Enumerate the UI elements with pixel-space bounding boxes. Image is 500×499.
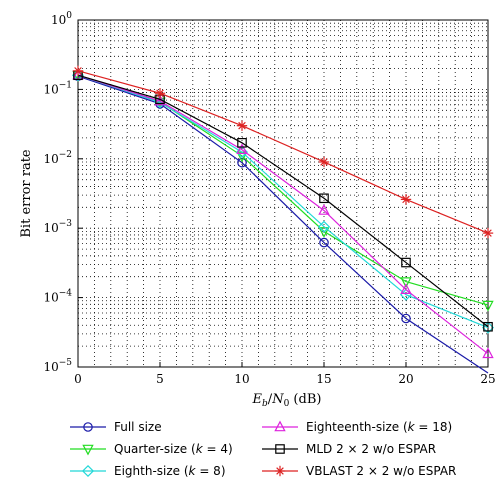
y-tick-label: 10−2 (43, 150, 72, 166)
series-line (77, 74, 489, 355)
data-point (318, 203, 330, 215)
legend-entry: VBLAST 2 × 2 w/o ESPAR (262, 464, 456, 478)
legend-marker (275, 444, 285, 454)
x-label-e: E (252, 392, 263, 407)
data-point (72, 65, 84, 77)
legend-entry: Quarter-size (k = 4) (70, 442, 233, 456)
legend-marker (274, 420, 286, 432)
grid-lines (78, 20, 488, 367)
data-point (237, 157, 247, 168)
data-point (237, 138, 247, 148)
y-axis-label-group: Bit error rate (19, 149, 34, 238)
data-point (482, 347, 494, 359)
x-label-unit: (dB) (289, 392, 321, 407)
x-tick-label: 20 (398, 372, 413, 386)
legend-entry: Eighteenth-size (k = 18) (262, 420, 452, 434)
legend-marker (83, 422, 93, 432)
y-tick-label: 10−3 (43, 219, 72, 235)
legend-entry: MLD 2 × 2 w/o ESPAR (262, 442, 436, 456)
legend-label: MLD 2 × 2 w/o ESPAR (306, 442, 436, 456)
series-line (77, 75, 489, 374)
data-point (401, 313, 411, 324)
legend-label: Eighteenth-size (k = 18) (306, 420, 452, 434)
series-3 (72, 68, 494, 359)
legend-label: Eighth-size (k = 8) (114, 464, 226, 478)
data-point (318, 227, 330, 238)
series-2 (71, 69, 495, 334)
data-point (401, 257, 411, 268)
y-tick-label: 10−1 (43, 80, 72, 96)
legend-label: Full size (114, 420, 162, 434)
x-tick-label: 10 (234, 372, 249, 386)
x-label-slash: / (268, 392, 273, 407)
legend-entry: Eighth-size (k = 8) (70, 464, 226, 478)
series-group (71, 65, 495, 374)
data-point (319, 237, 329, 248)
data-point (318, 156, 330, 168)
data-point (483, 321, 493, 332)
data-point (400, 277, 412, 289)
data-point (400, 283, 412, 294)
data-point (400, 194, 412, 205)
legend-label: Quarter-size (k = 4) (114, 442, 233, 456)
data-point (154, 88, 166, 99)
plot-frame (77, 19, 489, 368)
legend-marker (274, 465, 286, 477)
legend-label: VBLAST 2 × 2 w/o ESPAR (306, 464, 456, 478)
series-line (77, 70, 489, 234)
x-tick-label: 5 (156, 372, 164, 386)
series-5 (72, 65, 494, 239)
data-point (236, 143, 248, 155)
legend: Full size Eighteenth-size (k = 18) Quarter… (70, 420, 456, 478)
y-tick-label: 100 (51, 11, 72, 27)
x-axis-label: Eb/N0 (dB) (252, 392, 322, 409)
legend-marker (81, 464, 95, 478)
y-axis-label: Bit error rate (19, 149, 34, 238)
data-point (319, 193, 329, 204)
series-line (77, 74, 489, 328)
legend-marker (82, 444, 94, 456)
data-point (482, 300, 494, 312)
x-tick-label: 15 (316, 372, 331, 386)
x-tick-label: 25 (480, 372, 495, 386)
data-point (481, 321, 495, 334)
x-label-b-sub: b (262, 399, 268, 409)
data-point (482, 227, 494, 239)
y-tick-label: 10−4 (43, 289, 72, 305)
y-tick-label: 10−5 (43, 358, 72, 374)
x-tick-label: 0 (74, 372, 82, 386)
x-label-n: N (271, 392, 284, 407)
series-0 (73, 71, 489, 374)
data-point (317, 220, 331, 233)
legend-entry: Full size (70, 420, 162, 434)
series-line (77, 74, 489, 329)
x-label-0-sub: 0 (284, 399, 290, 409)
series-1 (72, 70, 494, 312)
data-point (236, 120, 248, 131)
axis-ticks: 0 5 10 15 20 25 100 10−1 10−2 10−3 10−4 10−5 (43, 11, 495, 386)
